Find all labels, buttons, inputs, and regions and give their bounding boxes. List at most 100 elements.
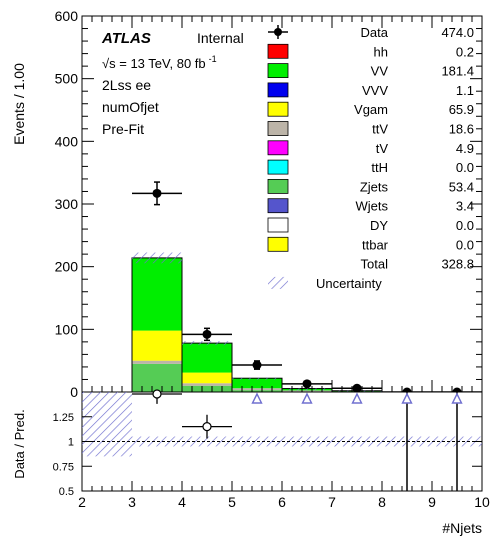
x-tick-label-5: 7 — [328, 494, 336, 510]
legend-label-dy: DY — [370, 218, 388, 233]
ratio-y-tick-label-0: 0.5 — [59, 486, 74, 498]
legend-value-tv: 4.9 — [456, 141, 474, 156]
legend-value-ttbar: 0.0 — [456, 237, 474, 252]
ratio-y-tick-label-2: 1 — [68, 437, 74, 449]
main-axis: 0 100 200 300 400 500 600 — [55, 8, 483, 400]
legend-swatch-ttbar — [267, 236, 289, 252]
legend-label-data: Data — [361, 25, 389, 40]
atlas-label: ATLAS — [101, 30, 151, 47]
legend-value-zjets: 53.4 — [449, 179, 474, 194]
legend-value-vv: 181.4 — [441, 64, 474, 79]
x-tick-label-8: 10 — [474, 494, 490, 510]
x-axis-title: #Njets — [442, 520, 482, 536]
bar-vv-bin-3 — [232, 378, 282, 389]
legend-swatch-hh — [267, 43, 289, 59]
bar-vv-bin-1 — [132, 257, 182, 331]
legend-label-vv: VV — [371, 64, 389, 79]
ratio-offscale-arrow-2 — [351, 392, 363, 404]
energy-label: √s = 13 TeV, 80 fb -1 — [102, 54, 217, 71]
legend-label-uncertainty: Uncertainty — [316, 276, 382, 291]
ratio-offscale-arrow-0 — [251, 392, 263, 404]
legend-value-hh: 0.2 — [456, 44, 474, 59]
legend-swatch-wjets — [267, 198, 289, 214]
fit-label: Pre-Fit — [102, 121, 144, 137]
legend-value-dy: 0.0 — [456, 218, 474, 233]
data-point-4 — [352, 383, 362, 393]
legend-swatch-ttv — [267, 121, 289, 136]
ratio-point-0 — [152, 389, 162, 399]
bar-zjets-bin-1 — [132, 363, 182, 392]
ratio-content — [82, 389, 482, 491]
y-tick-label-4: 400 — [55, 133, 79, 149]
legend-data-marker — [274, 28, 282, 36]
x-tick-label-1: 3 — [128, 494, 136, 510]
legend-value-total: 328.8 — [441, 257, 474, 272]
ratio-axis: 0.5 0.75 1 1.25 — [53, 412, 483, 498]
legend-swatch-dy — [267, 217, 289, 233]
internal-label: Internal — [197, 30, 244, 46]
bar-ttv-bin-4 — [282, 390, 332, 392]
data-point-0 — [152, 188, 162, 198]
legend-value-wjets: 3.4 — [456, 199, 474, 214]
energy-text: √s = 13 TeV, 80 fb — [102, 56, 206, 71]
energy-superscript: -1 — [209, 54, 217, 64]
variable-label: numOfjet — [102, 99, 159, 115]
bar-ttv-bin-2 — [182, 383, 232, 386]
y-tick-label-2: 200 — [55, 259, 79, 275]
x-tick-label-6: 8 — [378, 494, 386, 510]
legend-label-wjets: Wjets — [356, 199, 389, 214]
bar-vgam-bin-1 — [132, 330, 182, 361]
legend-value-vgam: 65.9 — [449, 102, 474, 117]
data-point-1 — [202, 329, 212, 339]
ratio-y-tick-label-3: 1.25 — [53, 412, 74, 424]
x-tick-label-2: 4 — [178, 494, 186, 510]
y-tick-label-3: 300 — [55, 196, 79, 212]
x-tick-label-7: 9 — [428, 494, 436, 510]
y-tick-label-1: 100 — [55, 321, 79, 337]
legend-label-total: Total — [361, 257, 389, 272]
y-axis-title: Events / 1.00 — [11, 63, 27, 145]
uncertainty-bin-3 — [232, 377, 282, 380]
uncertainty-bin-1 — [132, 252, 182, 264]
y-tick-label-5: 500 — [55, 71, 79, 87]
legend-label-ttv: ttV — [372, 122, 388, 137]
ratio-point-1 — [202, 422, 212, 432]
uncertainty-bin-4 — [282, 388, 332, 391]
y-tick-label-0: 0 — [70, 384, 78, 400]
x-tick-label-3: 5 — [228, 494, 236, 510]
y-tick-label-6: 600 — [55, 8, 79, 24]
ratio-offscale-arrow-3 — [401, 392, 413, 404]
bar-zjets-bin-2 — [182, 385, 232, 392]
legend-value-vvv: 1.1 — [456, 83, 474, 98]
legend-label-zjets: Zjets — [360, 179, 389, 194]
bar-ttv-bin-3 — [232, 388, 282, 391]
data-point-3 — [302, 379, 312, 389]
bar-vv-bin-2 — [182, 343, 232, 373]
legend-label-hh: hh — [374, 44, 388, 59]
legend-value-ttv: 18.6 — [449, 122, 474, 137]
legend-swatch-tth — [267, 159, 289, 175]
legend-swatch-uncertainty — [268, 276, 288, 289]
legend-label-tv: tV — [376, 141, 389, 156]
data-point-2 — [252, 360, 262, 370]
ratio-y-axis-title: Data / Pred. — [12, 409, 27, 478]
bar-zjets-bin-3 — [232, 390, 282, 392]
legend-swatch-vvv — [267, 82, 289, 98]
legend-swatch-zjets — [267, 178, 289, 194]
legend-label-vvv: VVV — [362, 83, 388, 98]
ratio-uncertainty-band-0 — [82, 392, 132, 457]
legend-label-vgam: Vgam — [354, 102, 388, 117]
legend-value-data: 474.0 — [441, 25, 474, 40]
legend-label-ttbar: ttbar — [362, 237, 389, 252]
legend: Data 474.0 hh 0.2 VV 181.4 VVV 1.1 Vgam 65.9 ttV 18… — [267, 25, 474, 291]
bar-vgam-bin-2 — [182, 372, 232, 384]
legend-swatch-vv — [267, 63, 289, 78]
x-tick-label-4: 6 — [278, 494, 286, 510]
uncertainty-bin-2 — [182, 341, 232, 346]
ratio-offscale-arrow-1 — [301, 392, 313, 404]
legend-swatch-vgam — [267, 101, 289, 117]
legend-value-tth: 0.0 — [456, 160, 474, 175]
x-tick-labels: 2 3 4 5 6 7 8 9 10 — [78, 494, 490, 510]
legend-label-tth: ttH — [371, 160, 388, 175]
